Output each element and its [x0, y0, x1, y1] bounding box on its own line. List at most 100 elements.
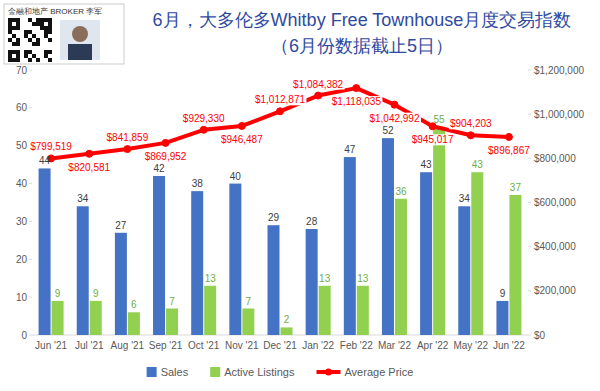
data-label: $1,042,992 — [369, 113, 419, 124]
data-label: 38 — [192, 178, 204, 189]
bar — [242, 309, 254, 336]
y2-tick-label: $1,200,000 — [534, 65, 584, 76]
bar — [204, 286, 216, 335]
data-label: 42 — [153, 163, 165, 174]
y-tick-label: 0 — [21, 330, 27, 341]
bar — [268, 225, 280, 335]
x-tick-label: Feb '22 — [340, 340, 373, 351]
qr-module — [8, 50, 12, 54]
label-patch — [449, 118, 493, 129]
qr-module — [36, 58, 40, 62]
y2-tick-label: $200,000 — [534, 285, 576, 296]
data-label: 34 — [77, 193, 89, 204]
qr-module — [12, 18, 16, 22]
qr-module — [8, 54, 12, 58]
legend: Sales Active Listings Average Price — [147, 366, 414, 378]
x-axis — [32, 335, 528, 336]
qr-module — [36, 18, 40, 22]
label-patch — [144, 151, 188, 162]
bar — [128, 312, 140, 335]
qr-module — [40, 22, 44, 26]
qr-module — [8, 58, 12, 62]
y2-tick-label: $1,000,000 — [534, 109, 584, 120]
x-tick-label: Jul '21 — [75, 340, 104, 351]
data-label: 9 — [55, 288, 61, 299]
qr-module — [28, 30, 32, 34]
qr-module — [24, 34, 28, 38]
marker — [86, 150, 93, 157]
label-patch — [487, 145, 531, 156]
data-label: 7 — [169, 296, 175, 307]
data-label: 6 — [131, 299, 137, 310]
marker — [391, 101, 398, 108]
x-tick-label: Jun '21 — [35, 340, 67, 351]
data-label: 27 — [115, 220, 127, 231]
label-patch — [331, 96, 383, 107]
data-label: 47 — [344, 144, 356, 155]
bar — [458, 206, 470, 335]
data-label: $904,203 — [450, 118, 492, 129]
bar — [382, 138, 394, 335]
y2-tick — [528, 246, 531, 247]
legend-label: Active Listings — [224, 366, 295, 378]
x-tick-label: Apr '22 — [417, 340, 449, 351]
y-tick — [29, 70, 32, 71]
label-patch — [254, 94, 306, 105]
data-label: 13 — [205, 273, 217, 284]
y2-tick — [528, 158, 531, 159]
qr-module — [12, 42, 16, 46]
data-label: 55 — [434, 114, 446, 125]
qr-module — [28, 38, 32, 42]
marks — [39, 85, 522, 335]
data-label: 40 — [230, 171, 242, 182]
qr-module — [28, 50, 32, 54]
y-tick — [29, 335, 32, 336]
line — [51, 88, 509, 158]
label-patch — [106, 132, 150, 143]
x-tick-label: May '22 — [453, 340, 488, 351]
bar — [433, 127, 445, 335]
marker — [162, 139, 169, 146]
legend-swatch — [325, 369, 332, 376]
bar — [191, 191, 203, 335]
legend-item: Sales — [147, 366, 189, 378]
marker — [124, 146, 131, 153]
qr-module — [12, 34, 16, 38]
qr-module — [28, 58, 32, 62]
data-label: 13 — [319, 273, 331, 284]
qr-module — [48, 58, 52, 62]
label-patch — [29, 141, 73, 152]
legend-swatch — [147, 367, 157, 377]
qr-photo — [72, 26, 88, 42]
data-label: 9 — [93, 288, 99, 299]
legend-item: Average Price — [316, 366, 413, 378]
qr-module — [8, 30, 12, 34]
x-tick-label: Nov '21 — [225, 340, 259, 351]
y-tick-label: 30 — [16, 216, 28, 227]
qr-module — [44, 30, 48, 34]
data-label: 34 — [459, 193, 471, 204]
y-tick — [29, 183, 32, 184]
qr-module — [48, 38, 52, 42]
qr-module — [32, 22, 36, 26]
qr-module — [44, 54, 48, 58]
x-tick-label: Jun '22 — [493, 340, 525, 351]
bar — [52, 301, 64, 335]
data-label: $1,012,871 — [255, 94, 305, 105]
data-label: $1,118,035 — [332, 96, 382, 107]
qr-module — [48, 30, 52, 34]
label-patch — [182, 113, 226, 124]
x-tick-label: Aug '21 — [111, 340, 145, 351]
bar — [395, 199, 407, 335]
data-label: 7 — [246, 296, 252, 307]
y2-tick — [528, 202, 531, 203]
y2-tick — [528, 290, 531, 291]
qr-photo — [60, 20, 100, 60]
qr-module — [16, 26, 20, 30]
y2-tick-label: $600,000 — [534, 197, 576, 208]
y-tick-label: 60 — [16, 102, 28, 113]
marker — [505, 133, 512, 140]
y2-tick — [528, 70, 531, 71]
qr-module — [16, 42, 20, 46]
y-tick — [29, 107, 32, 108]
